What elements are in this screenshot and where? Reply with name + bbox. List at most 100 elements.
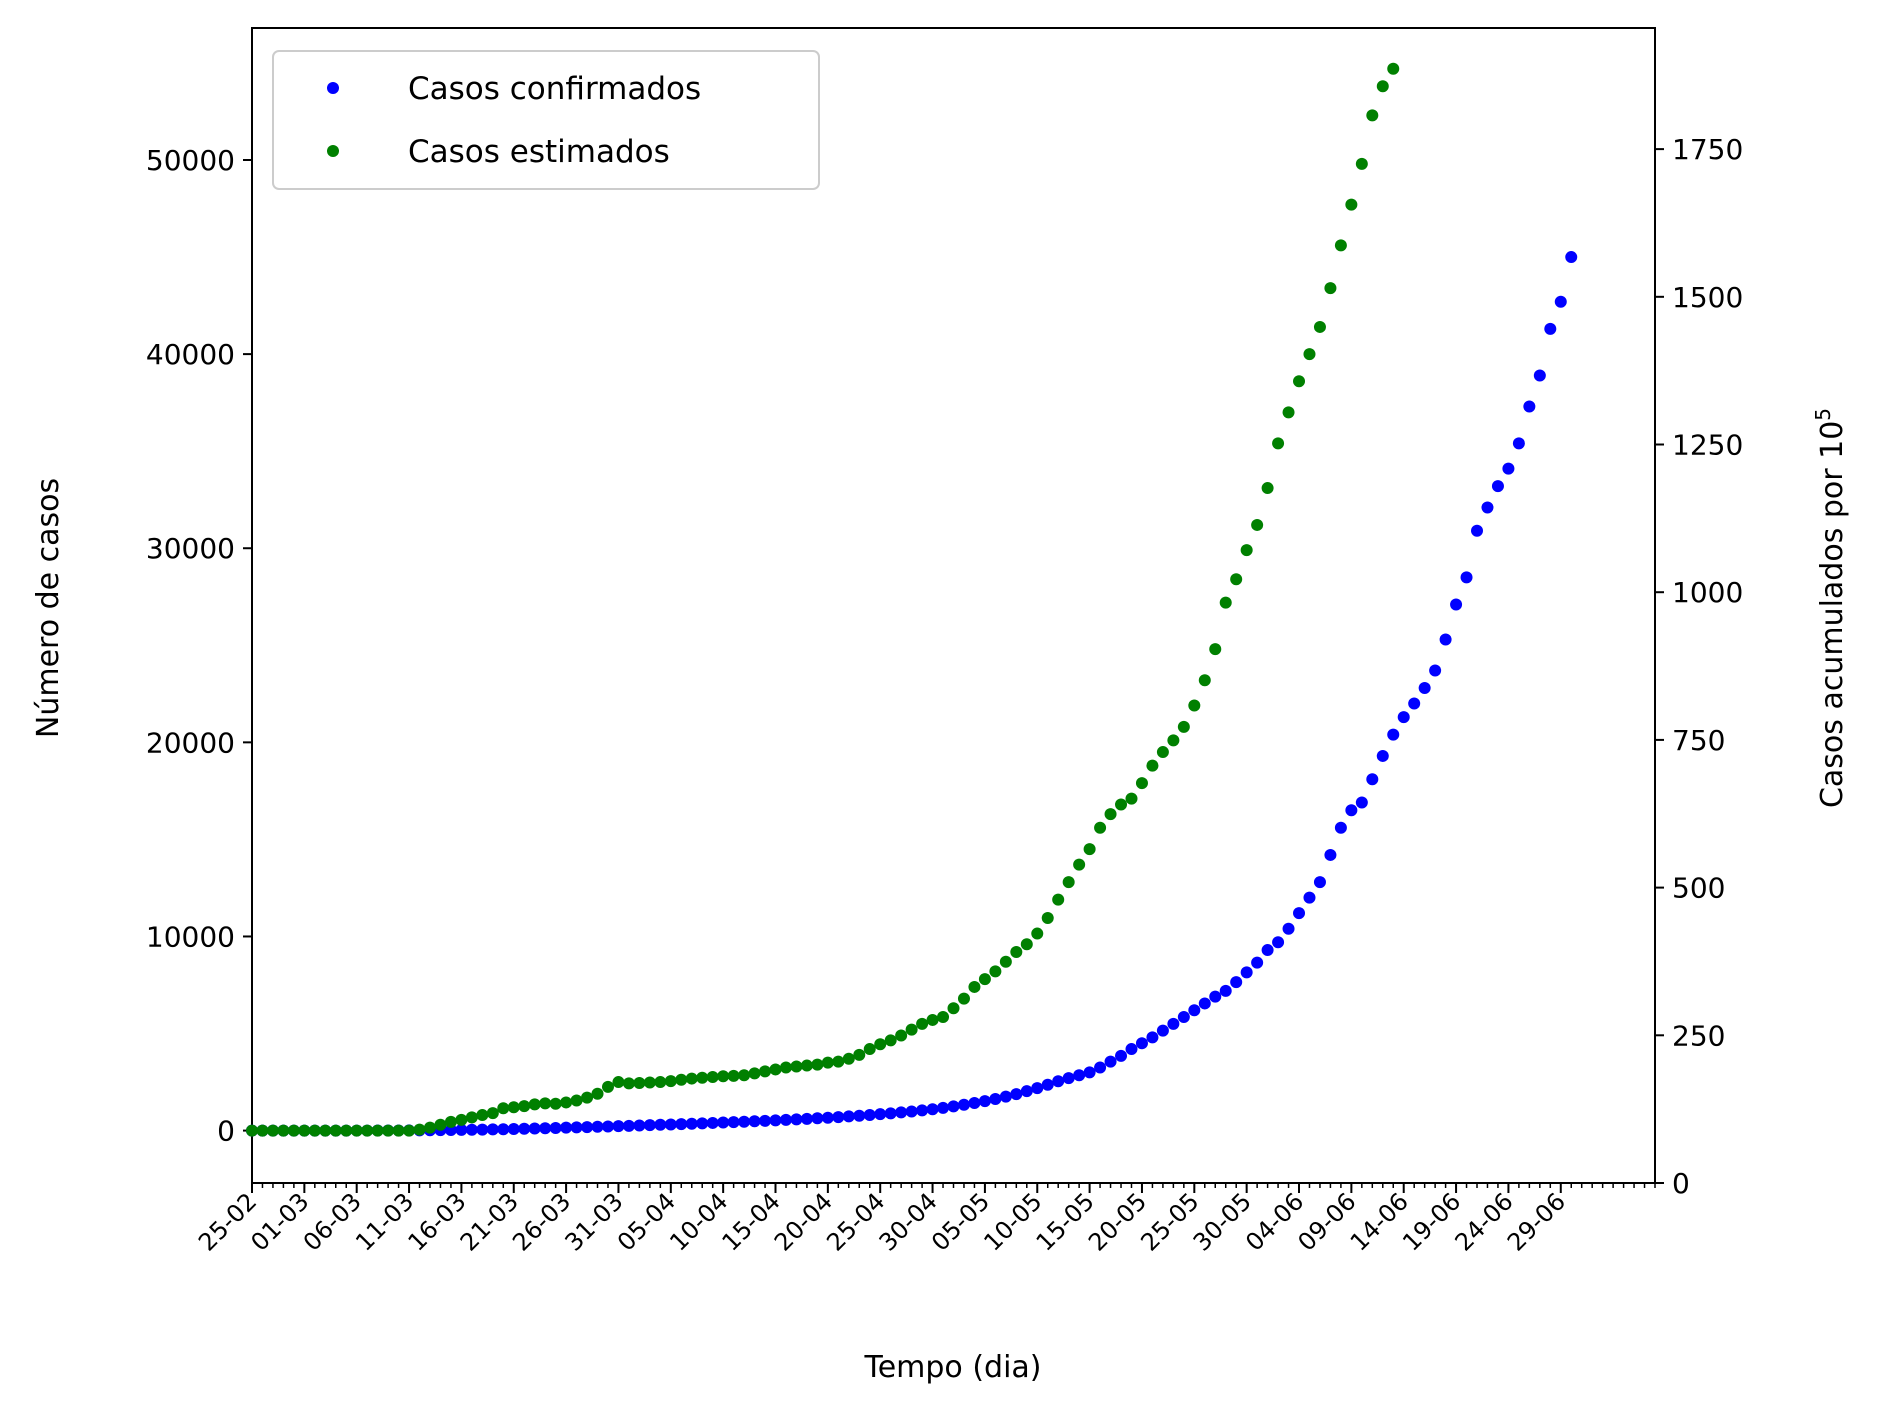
data-point xyxy=(1439,633,1452,646)
data-point xyxy=(1083,843,1096,856)
data-point xyxy=(455,1123,468,1136)
data-point xyxy=(1156,1024,1169,1037)
y-tick-label: 50000 xyxy=(146,144,235,177)
data-point xyxy=(811,1058,824,1071)
data-point xyxy=(1523,400,1536,413)
y-tick-label: 30000 xyxy=(146,532,235,565)
data-point xyxy=(884,1107,897,1120)
data-point xyxy=(1219,984,1232,997)
data-point xyxy=(277,1124,290,1137)
legend-marker-estimados xyxy=(327,145,339,157)
data-point xyxy=(476,1123,489,1136)
data-point xyxy=(769,1114,782,1127)
data-point xyxy=(1073,1069,1086,1082)
data-point xyxy=(1230,976,1243,989)
data-point xyxy=(978,973,991,986)
data-point xyxy=(256,1124,269,1137)
data-point xyxy=(560,1096,573,1109)
data-point xyxy=(968,1097,981,1110)
data-point xyxy=(821,1056,834,1069)
data-point xyxy=(1198,674,1211,687)
data-point xyxy=(1313,876,1326,889)
data-point xyxy=(266,1124,279,1137)
data-point xyxy=(717,1070,730,1083)
data-point xyxy=(1345,198,1358,211)
data-point xyxy=(1491,480,1504,493)
data-point xyxy=(895,1029,908,1042)
data-point xyxy=(361,1124,374,1137)
data-point xyxy=(319,1124,332,1137)
data-point xyxy=(853,1109,866,1122)
data-point xyxy=(947,1100,960,1113)
data-point xyxy=(738,1115,751,1128)
data-point xyxy=(549,1121,562,1134)
data-point xyxy=(1177,720,1190,733)
data-point xyxy=(1376,749,1389,762)
data-point xyxy=(413,1123,426,1136)
data-point xyxy=(601,1080,614,1093)
data-point xyxy=(340,1124,353,1137)
data-point xyxy=(1376,80,1389,93)
data-point xyxy=(937,1011,950,1024)
data-point xyxy=(1104,1055,1117,1068)
data-point xyxy=(560,1121,573,1134)
data-point xyxy=(1094,821,1107,834)
data-point xyxy=(528,1122,541,1135)
data-point xyxy=(989,965,1002,978)
data-point xyxy=(779,1113,792,1126)
data-point xyxy=(1293,907,1306,920)
data-point xyxy=(759,1065,772,1078)
legend-label-confirmados: Casos confirmados xyxy=(408,71,701,107)
data-point xyxy=(298,1124,311,1137)
data-point xyxy=(675,1073,688,1086)
data-point xyxy=(465,1111,478,1124)
data-point xyxy=(1324,848,1337,861)
data-point xyxy=(1031,927,1044,940)
y2-tick-label: 1750 xyxy=(1672,133,1743,166)
data-point xyxy=(800,1059,813,1072)
data-point xyxy=(905,1105,918,1118)
legend-box xyxy=(272,50,820,190)
data-point xyxy=(1355,796,1368,809)
data-point xyxy=(1125,792,1138,805)
data-point xyxy=(832,1111,845,1124)
data-point xyxy=(696,1117,709,1130)
data-point xyxy=(1261,944,1274,957)
data-point xyxy=(1293,375,1306,388)
data-point xyxy=(455,1113,468,1126)
data-point xyxy=(570,1121,583,1134)
data-point xyxy=(1115,1049,1128,1062)
data-point xyxy=(759,1114,772,1127)
data-point xyxy=(350,1124,363,1137)
data-point xyxy=(685,1117,698,1130)
data-point xyxy=(633,1077,646,1090)
data-point xyxy=(1387,728,1400,741)
data-point xyxy=(1324,282,1337,295)
data-point xyxy=(434,1118,447,1131)
y-axis-title: Número de casos xyxy=(31,478,66,738)
series-1 xyxy=(246,62,1400,1137)
data-point xyxy=(1450,598,1463,611)
data-point xyxy=(1565,251,1578,264)
data-point xyxy=(1094,1061,1107,1074)
data-point xyxy=(581,1091,594,1104)
data-point xyxy=(895,1106,908,1119)
legend-label-estimados: Casos estimados xyxy=(408,134,670,170)
data-point xyxy=(853,1048,866,1061)
data-point xyxy=(1135,777,1148,790)
data-point xyxy=(811,1112,824,1125)
data-point xyxy=(1062,876,1075,889)
data-point xyxy=(1408,697,1421,710)
data-point xyxy=(779,1061,792,1074)
data-point xyxy=(863,1108,876,1121)
legend-marker-confirmados xyxy=(327,82,339,94)
data-point xyxy=(717,1116,730,1129)
x-axis-title: Tempo (dia) xyxy=(863,1350,1041,1385)
data-point xyxy=(947,1002,960,1015)
data-point xyxy=(926,1013,939,1026)
y-tick-label: 0 xyxy=(217,1115,235,1148)
data-point xyxy=(937,1101,950,1114)
data-point xyxy=(1020,1085,1033,1098)
data-point xyxy=(1167,1017,1180,1030)
